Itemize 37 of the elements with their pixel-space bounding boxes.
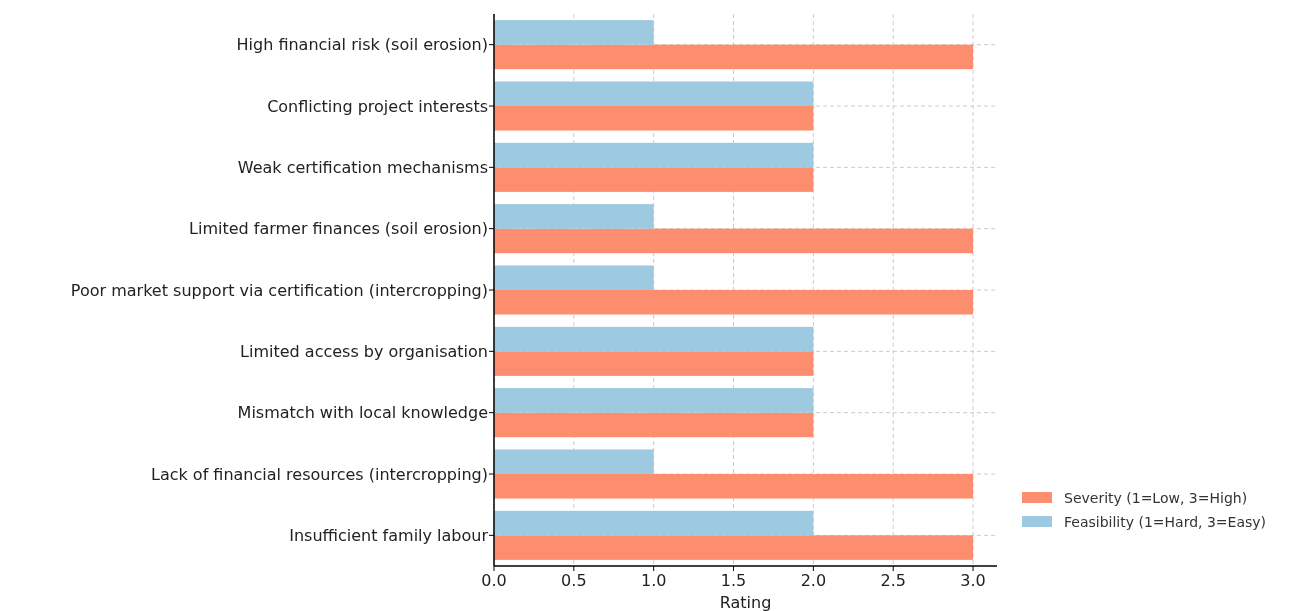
bar xyxy=(494,474,974,499)
legend-label: Severity (1=Low, 3=High) xyxy=(1064,489,1248,506)
x-tick-label: 2.0 xyxy=(800,571,827,590)
bar xyxy=(494,388,814,413)
x-tick-label: 3.0 xyxy=(960,571,986,590)
x-axis-title: Rating xyxy=(719,593,772,611)
y-tick-label: Weak certification mechanisms xyxy=(237,157,488,177)
bar xyxy=(494,412,814,438)
y-tick-label: Lack of financial resources (intercropping) xyxy=(150,464,488,484)
y-tick-label: Limited farmer finances (soil erosion) xyxy=(189,219,488,239)
bar xyxy=(494,449,654,474)
bar xyxy=(494,228,974,254)
x-tick-label: 1.5 xyxy=(720,571,747,590)
y-tick-label: High financial risk (soil erosion) xyxy=(236,35,488,55)
y-tick-label: Limited access by organisation xyxy=(240,341,488,361)
bar xyxy=(494,535,974,560)
x-tick-label: 0.0 xyxy=(481,571,507,590)
y-tick-label: Conflicting project interests xyxy=(267,96,488,116)
bar xyxy=(494,167,814,192)
bar xyxy=(494,510,814,536)
bar xyxy=(494,142,814,168)
bar xyxy=(494,290,974,315)
x-tick-label: 1.0 xyxy=(640,571,667,590)
bar xyxy=(494,44,974,70)
y-tick-label: Mismatch with local knowledge xyxy=(237,403,488,423)
bar xyxy=(494,20,654,45)
bar xyxy=(494,204,654,229)
bar xyxy=(494,81,814,106)
bar xyxy=(494,265,654,290)
x-tick-label: 2.5 xyxy=(880,571,906,590)
legend-label: Feasibility (1=Hard, 3=Easy) xyxy=(1064,513,1267,530)
y-tick-label: Insufficient family labour xyxy=(289,525,489,545)
bar xyxy=(494,326,814,352)
y-tick-label: Poor market support via certification (intercropping) xyxy=(70,280,488,300)
bar xyxy=(494,106,814,131)
bar xyxy=(494,351,814,376)
x-tick-label: 0.5 xyxy=(561,571,587,590)
